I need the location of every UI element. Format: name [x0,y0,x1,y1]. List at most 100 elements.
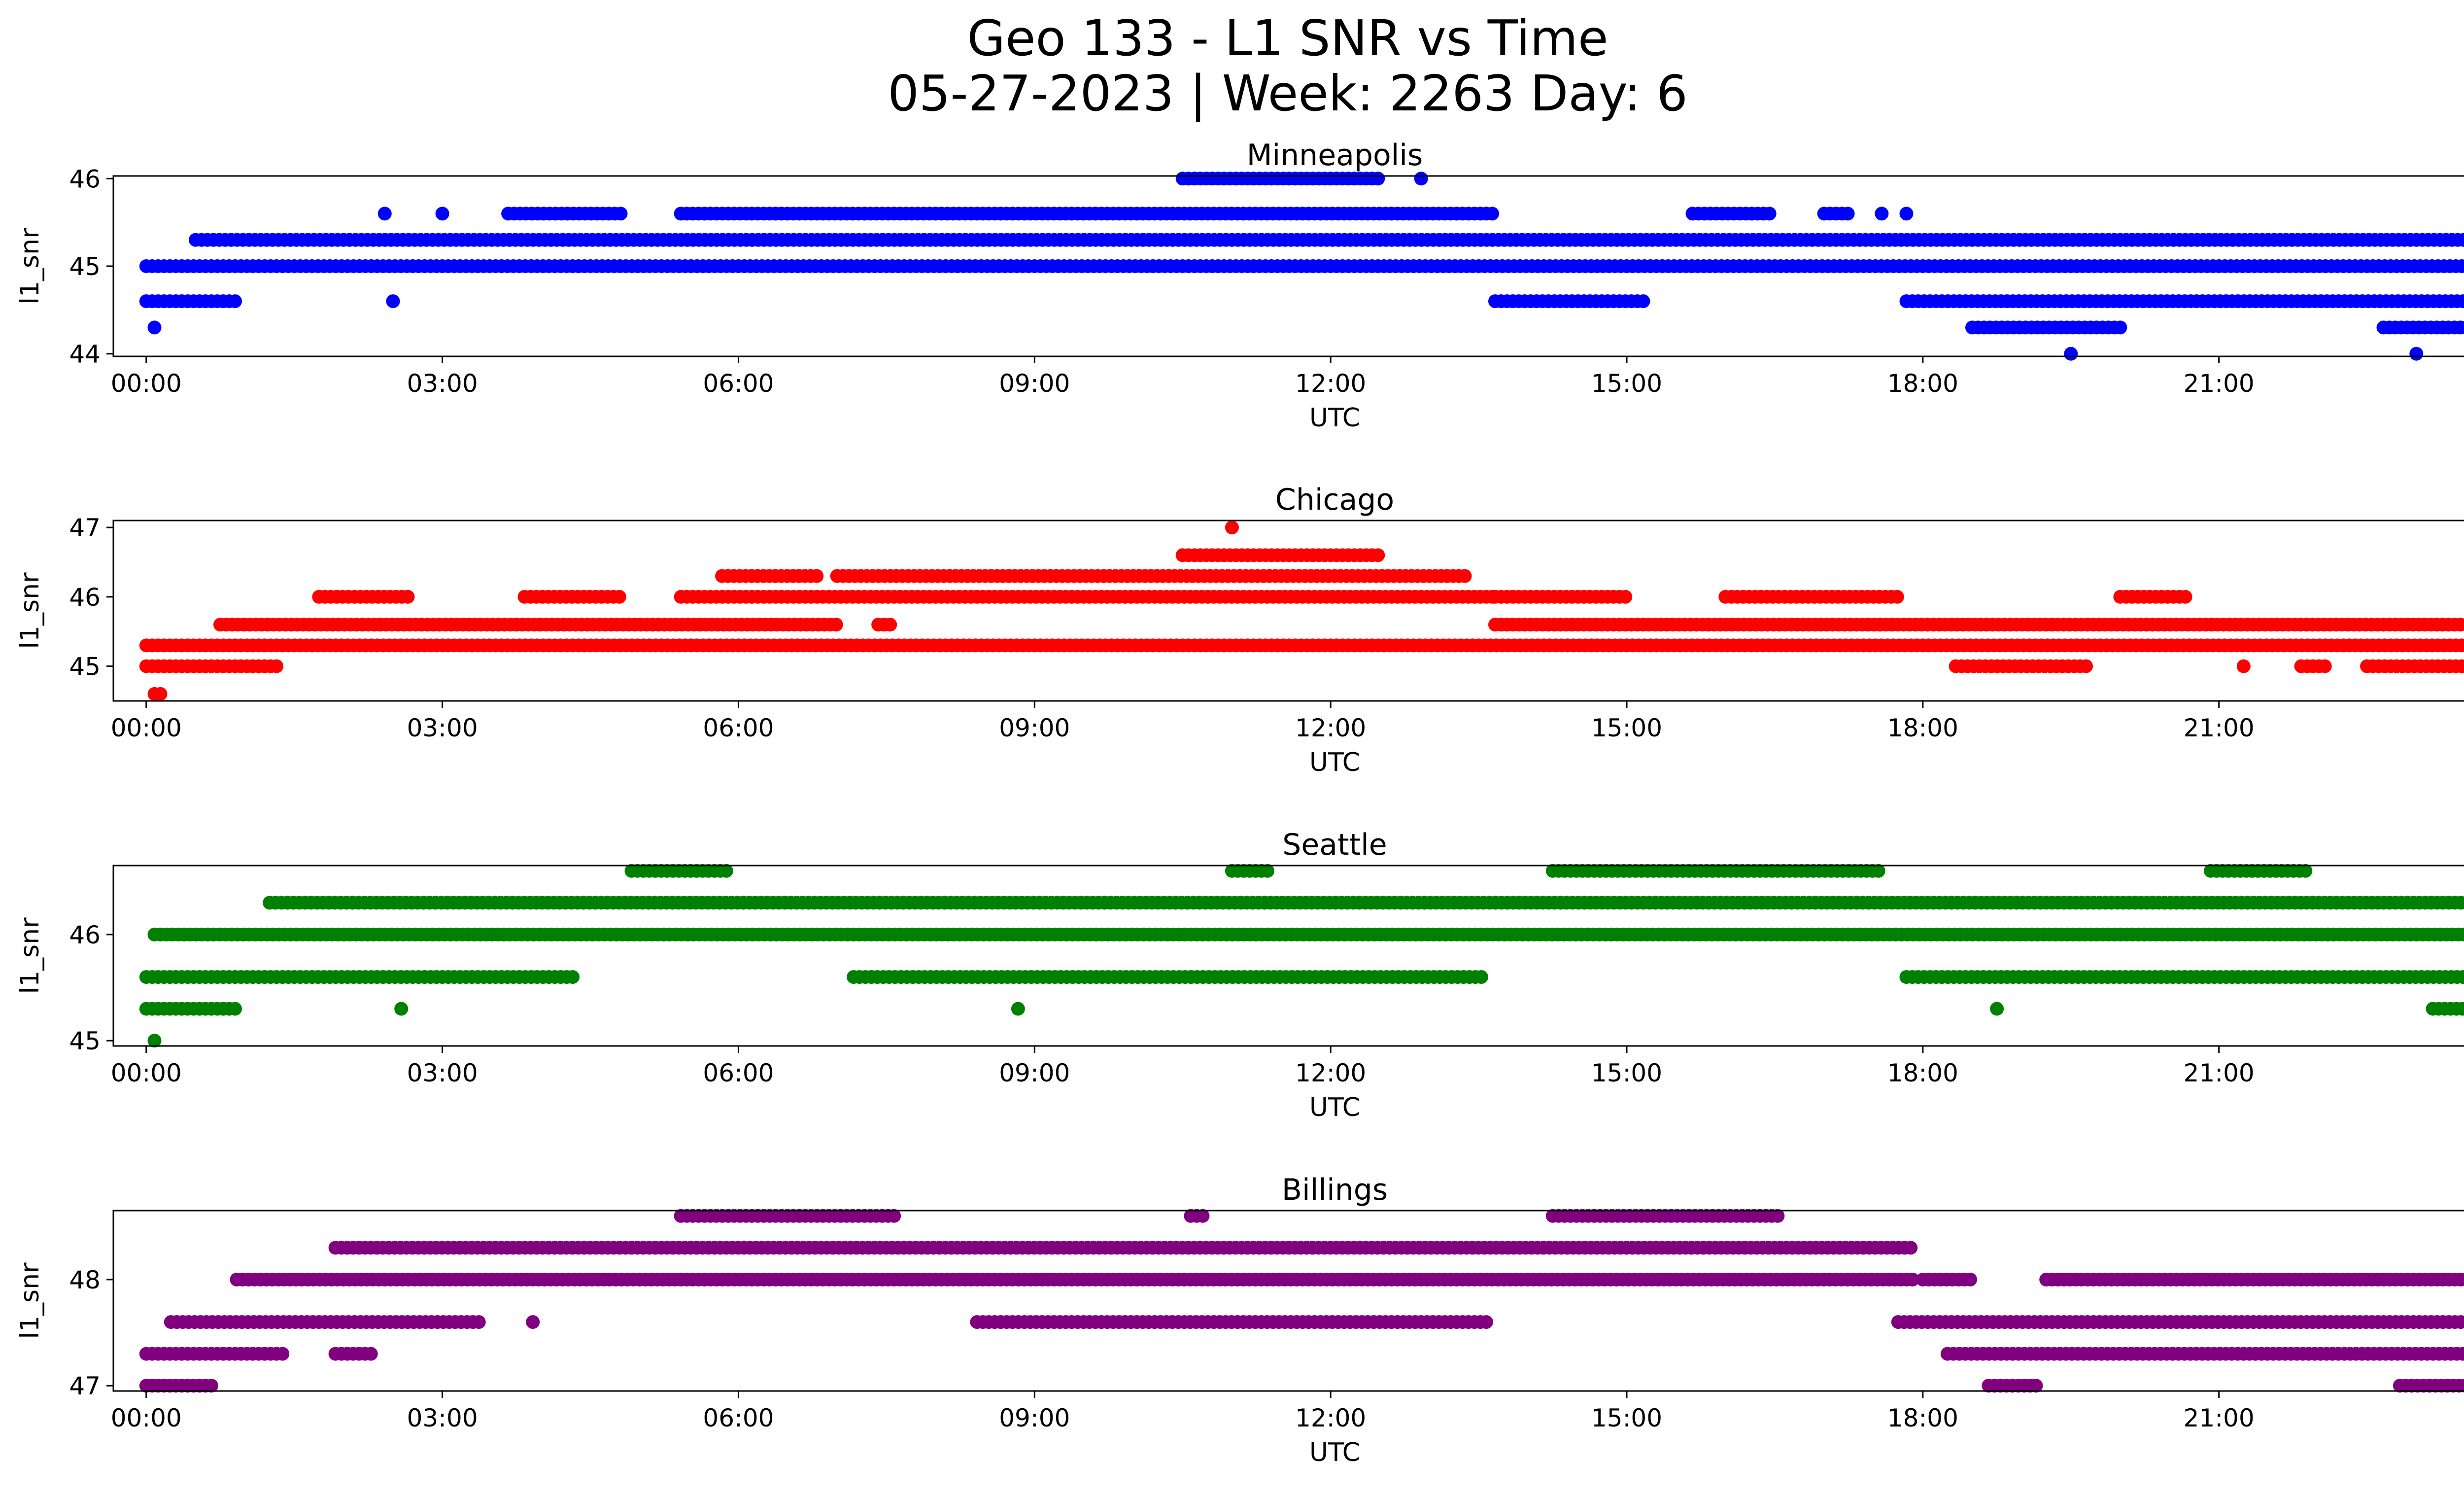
x-tick-label: 15:00 [1591,1404,1662,1432]
data-point [1762,207,1777,221]
data-point [1904,1241,1918,1255]
data-point [829,618,843,632]
x-tick-label: 00:00 [111,369,182,398]
data-point [2178,590,2192,604]
data-point [1458,569,1472,583]
data-point [612,590,626,604]
subplot-title: Seattle [1282,828,1387,862]
subplot-minneapolis: Minneapolis 00:00 03:00 06:00 09:00 12:00 15:0… [15,138,2464,433]
data-point [719,864,733,878]
data-point [1474,970,1488,984]
data-point [1618,590,1633,604]
y-tick-label: 44 [69,340,101,369]
x-axis-label: UTC [1309,1093,1360,1122]
data-point [2457,927,2464,941]
data-point [2461,639,2464,652]
x-tick-label: 18:00 [1887,1059,1958,1087]
figure-subtitle: 05-27-2023 | Week: 2263 Day: 6 [888,65,1688,122]
x-tick-label: 18:00 [1887,714,1958,742]
y-axis-label: l1_snr [15,1262,45,1339]
y-tick-label: 45 [69,252,101,281]
data-point [153,687,168,701]
data-point [2459,321,2464,334]
data-point [2461,1003,2464,1014]
data-point [1771,1209,1785,1223]
data-point [1875,207,1889,221]
x-tick-label: 12:00 [1295,714,1366,742]
y-tick-label: 47 [69,1372,101,1400]
data-point [2463,236,2464,244]
data-point [1261,864,1274,878]
data-point [2460,896,2464,909]
data-point [275,1347,290,1361]
data-point [228,294,242,309]
subplot-title: Minneapolis [1247,138,1423,173]
x-tick-label: 00:00 [111,714,182,742]
data-point [2457,233,2464,247]
y-tick-label: 46 [69,165,101,193]
x-tick-label: 15:00 [1591,1059,1662,1087]
x-tick-label: 21:00 [2184,1404,2255,1432]
x-tick-label: 09:00 [999,714,1070,742]
data-point [1196,1209,1210,1223]
data-point [2461,260,2464,272]
x-tick-label: 15:00 [1591,714,1662,742]
data-point [386,294,400,309]
data-point [1636,294,1650,309]
x-tick-label: 21:00 [2184,714,2255,742]
data-point [472,1315,486,1329]
y-tick-label: 45 [69,653,101,681]
data-point [1906,1272,1920,1286]
subplot-title: Billings [1282,1173,1388,1207]
data-point [1479,1315,1493,1329]
data-point [566,970,580,984]
x-tick-label: 09:00 [999,1404,1070,1432]
y-tick-label: 46 [69,921,101,949]
data-point [526,1315,540,1329]
x-tick-label: 03:00 [407,714,478,742]
data-point [1899,207,1914,221]
data-point [204,1379,218,1393]
x-axis-label: UTC [1309,403,1360,433]
scatter-series [139,864,2464,1048]
data-point [364,1347,378,1361]
figure-title: Geo 133 - L1 SNR vs Time [967,9,1608,67]
x-tick-label: 12:00 [1295,369,1366,398]
data-point [1871,864,1885,878]
x-tick-label: 00:00 [111,1404,182,1432]
x-tick-label: 09:00 [999,369,1070,398]
data-point [401,590,415,604]
x-tick-label: 03:00 [407,369,478,398]
data-point [883,618,897,632]
x-axis-label: UTC [1309,748,1360,777]
data-point [2453,618,2464,632]
scatter-series [139,521,2464,701]
data-point [810,569,824,583]
data-point [1841,207,1855,221]
y-axis-label: l1_snr [15,228,45,305]
data-point [1990,1002,2004,1016]
y-tick-label: 46 [69,583,101,612]
x-tick-label: 06:00 [703,714,774,742]
data-point [614,207,628,221]
data-point [2409,347,2424,361]
x-tick-label: 06:00 [703,369,774,398]
data-point [2318,659,2332,673]
data-point [2462,296,2464,306]
axes-frame [112,865,2464,1047]
data-point [1890,590,1904,604]
data-point [2079,659,2093,673]
y-tick-label: 48 [69,1266,101,1294]
y-axis-label: l1_snr [15,917,45,994]
x-tick-label: 15:00 [1591,369,1662,398]
data-point [2456,970,2464,984]
x-tick-label: 03:00 [407,1059,478,1087]
data-point [2455,1002,2464,1016]
x-tick-label: 06:00 [703,1059,774,1087]
data-point [2462,972,2464,982]
data-point [2113,320,2127,335]
